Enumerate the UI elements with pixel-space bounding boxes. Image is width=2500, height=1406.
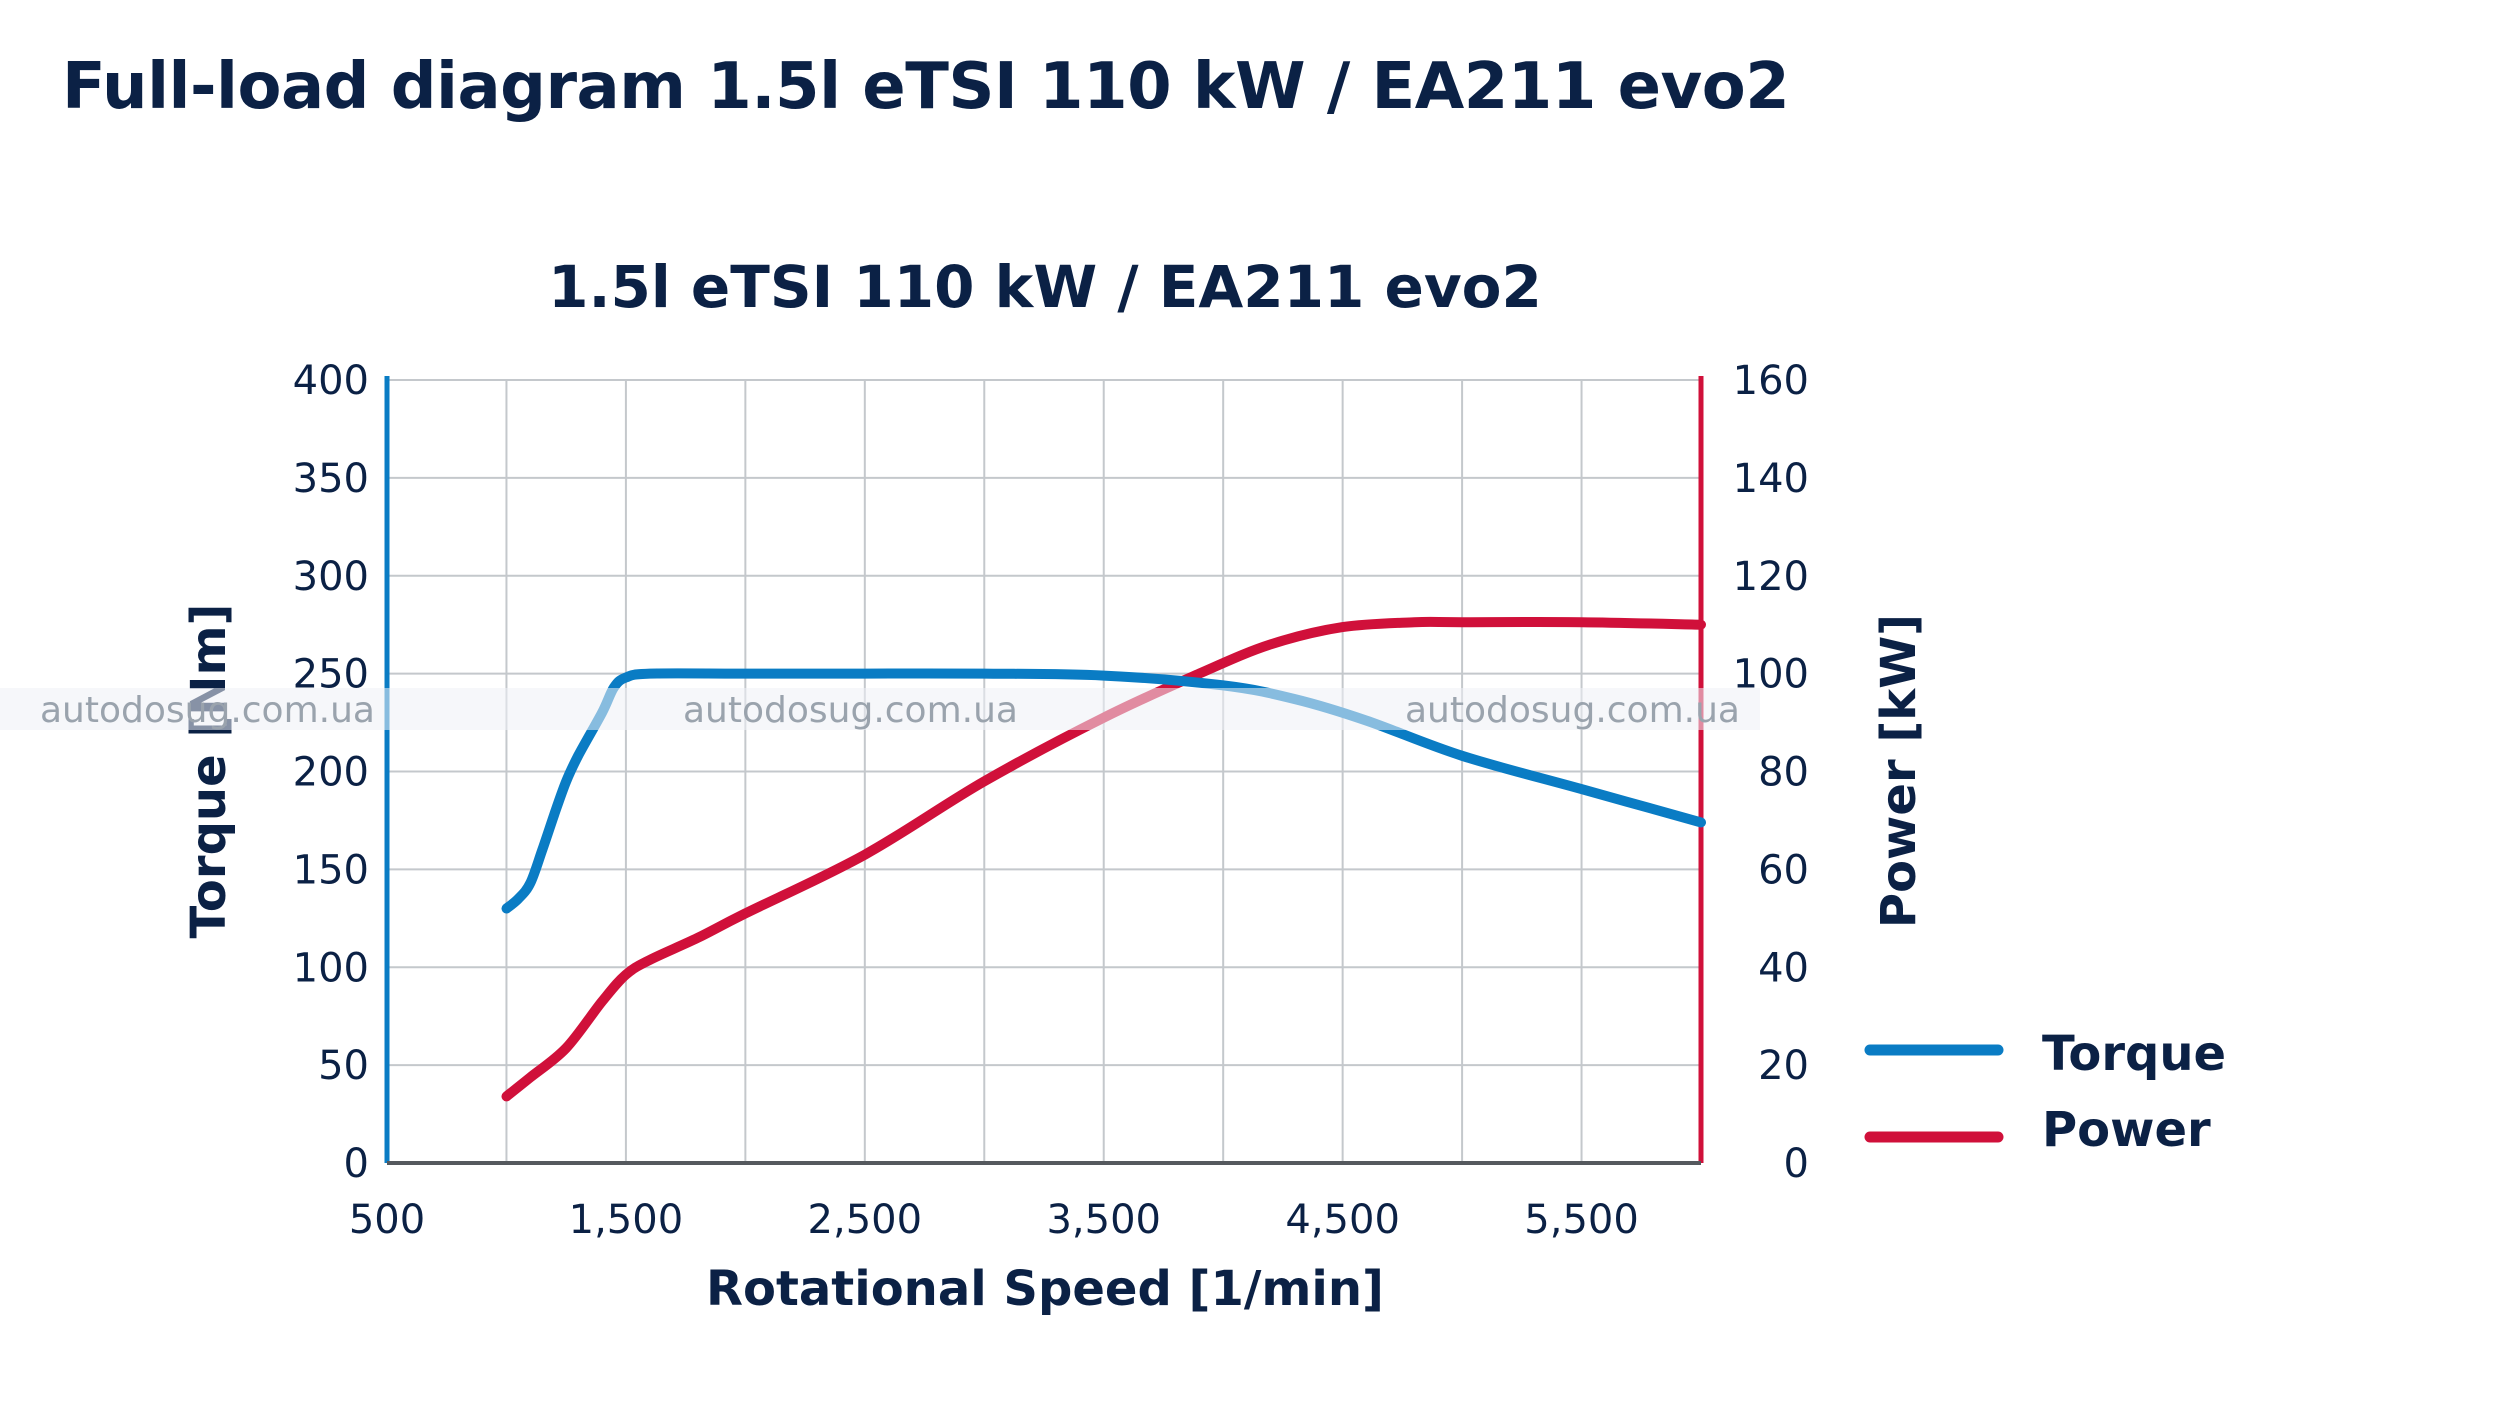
watermark-text: autodosug.com.ua (1405, 690, 1740, 731)
chart-grid (386, 379, 1702, 1164)
watermark-band: autodosug.com.ua autodosug.com.ua autodo… (0, 688, 1760, 731)
chart-ticks: 500 1,500 2,500 3,500 4,500 5,500050100150200… (293, 358, 1809, 1243)
y-left-tick-label: 150 (293, 847, 369, 893)
y-left-tick-label: 200 (293, 750, 369, 796)
y-right-tick-label: 60 (1758, 847, 1809, 893)
chart-labels: 1.5l eTSI 110 kW / EA211 evo2 Rotational… (181, 253, 1927, 1317)
y-right-tick-label: 160 (1733, 358, 1809, 404)
y-right-tick-label: 120 (1733, 554, 1809, 600)
page-title: Full-load diagram 1.5l eTSI 110 kW / EA2… (62, 50, 1790, 124)
x-tick-label: 4,500 (1285, 1197, 1400, 1243)
legend-power-label: Power (2042, 1102, 2211, 1158)
chart-title: 1.5l eTSI 110 kW / EA211 evo2 (548, 253, 1542, 321)
x-tick-label: 2,500 (808, 1197, 923, 1243)
y-left-tick-label: 0 (344, 1141, 369, 1187)
watermark-text: autodosug.com.ua (40, 690, 375, 731)
x-tick-label: 500 (349, 1197, 425, 1243)
y-axis-left-label: Torque [Nm] (181, 604, 237, 939)
y-right-tick-label: 40 (1758, 945, 1809, 991)
y-left-tick-label: 50 (318, 1043, 369, 1089)
y-left-tick-label: 350 (293, 456, 369, 502)
x-tick-label: 5,500 (1524, 1197, 1639, 1243)
chart-legend: Torque Power (1864, 1026, 2226, 1158)
x-tick-label: 3,500 (1046, 1197, 1161, 1243)
y-left-tick-label: 400 (293, 358, 369, 404)
y-left-tick-label: 300 (293, 554, 369, 600)
chart-axes (384, 376, 1704, 1165)
y-right-tick-label: 0 (1784, 1141, 1809, 1187)
y-left-tick-label: 100 (293, 945, 369, 991)
y-right-tick-label: 20 (1758, 1043, 1809, 1089)
x-axis-label: Rotational Speed [1/min] (706, 1261, 1384, 1317)
watermark-strip (0, 688, 1760, 730)
y-axis-right-label: Power [kW] (1871, 614, 1927, 928)
legend-torque-label: Torque (2042, 1026, 2226, 1082)
x-tick-label: 1,500 (569, 1197, 684, 1243)
power-series-line (501, 616, 1706, 1102)
y-right-tick-label: 80 (1758, 750, 1809, 796)
y-right-tick-label: 140 (1733, 456, 1809, 502)
watermark-text: autodosug.com.ua (683, 690, 1018, 731)
